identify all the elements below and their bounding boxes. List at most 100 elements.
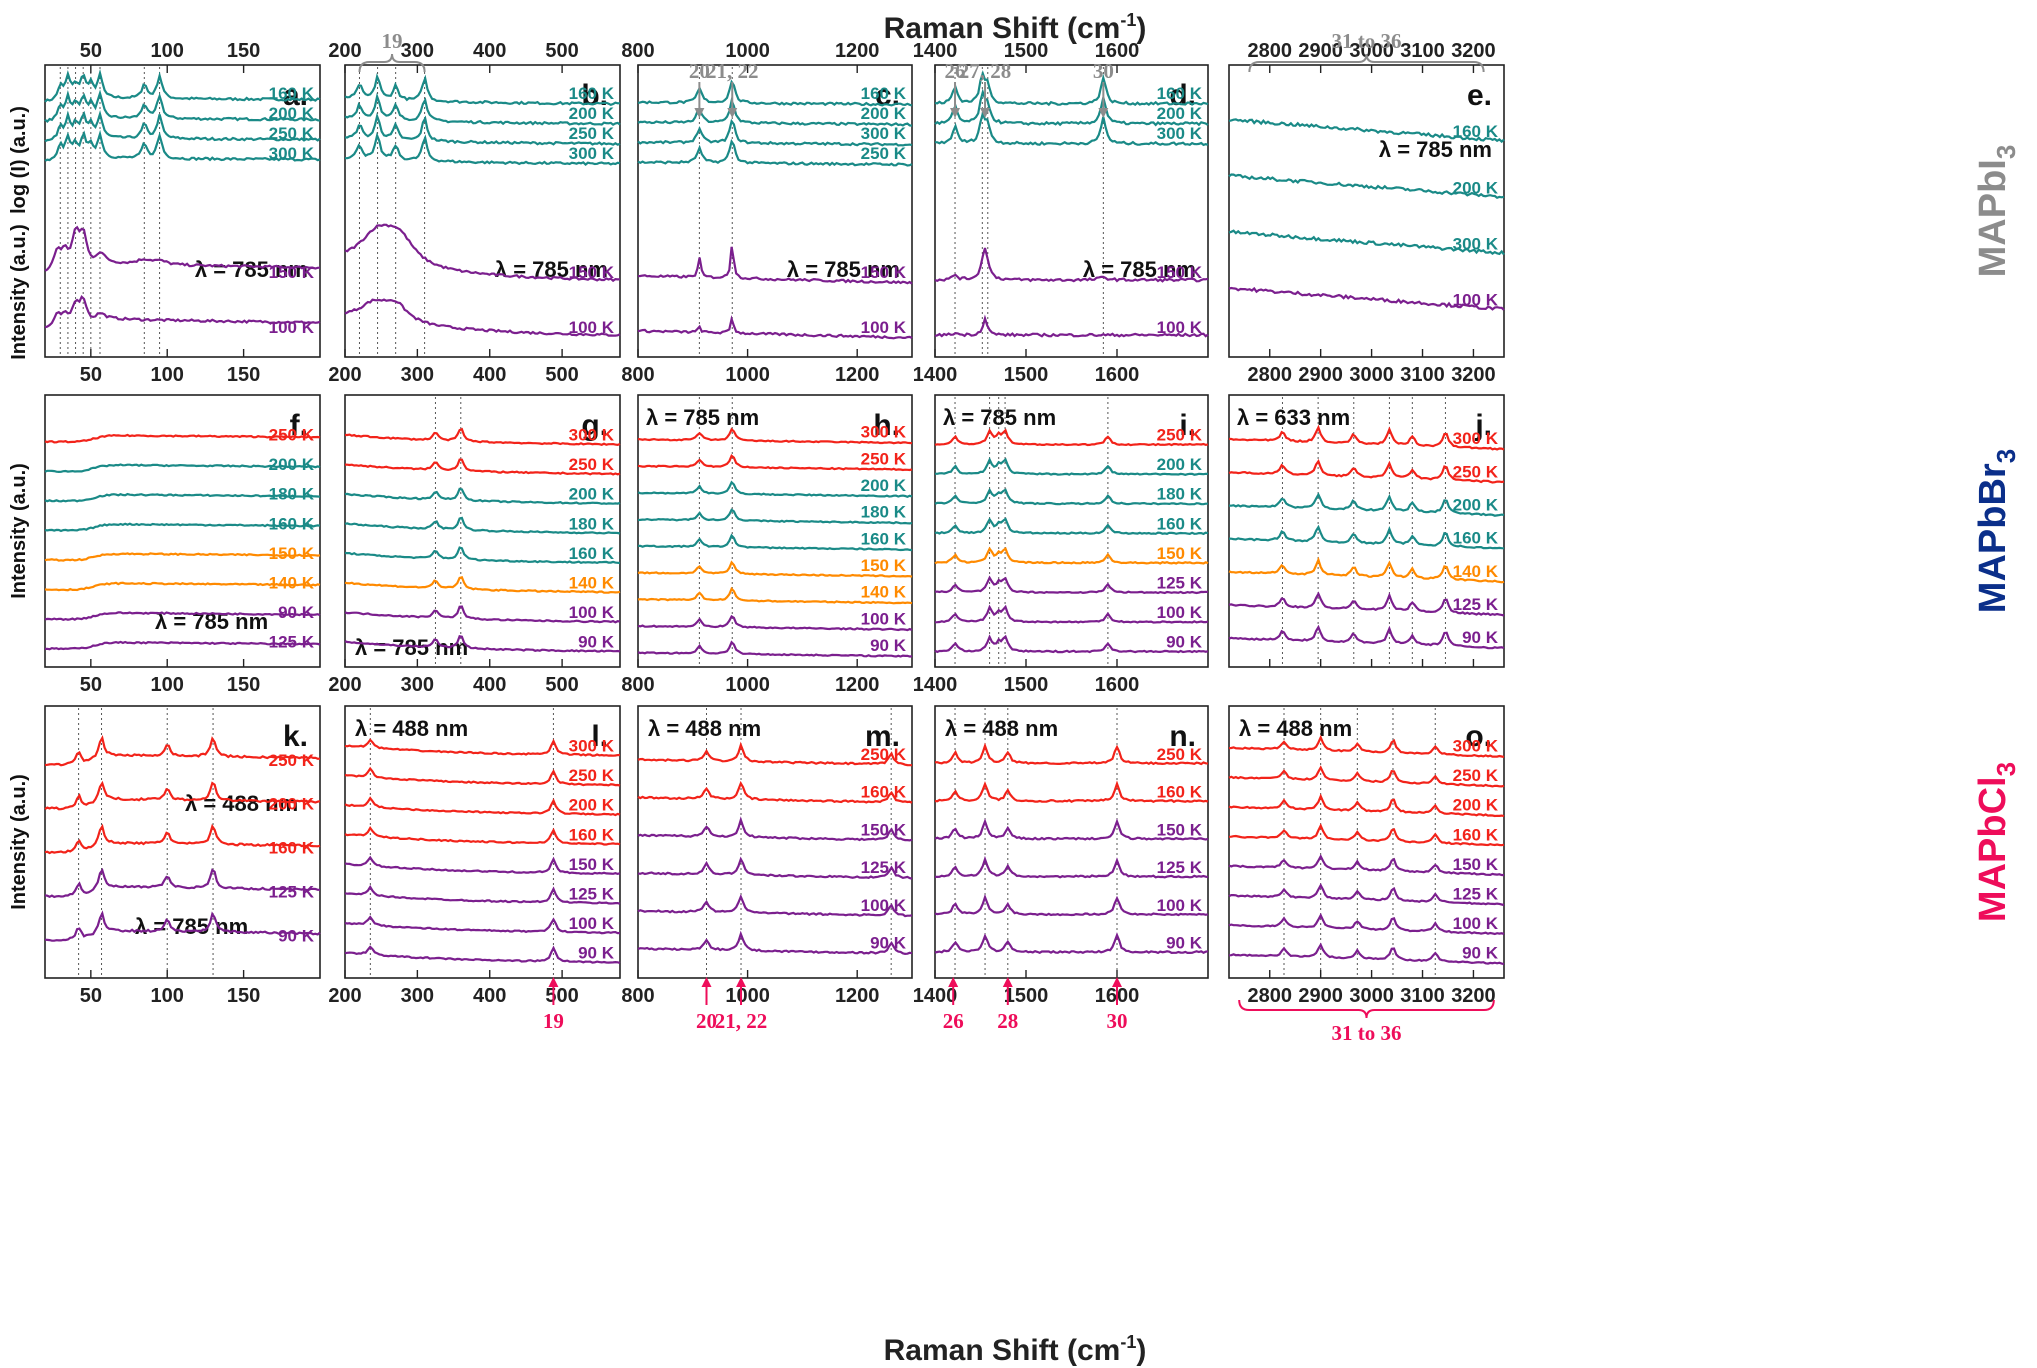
series-line — [934, 546, 1209, 565]
marker-label: 28 — [997, 1009, 1018, 1033]
series-label: 150 K — [1157, 820, 1203, 839]
series-label: 90 K — [870, 636, 907, 655]
series-line — [934, 780, 1209, 804]
series-line — [1228, 492, 1505, 517]
series-label: 100 K — [861, 896, 907, 915]
series-label: 160 K — [1453, 825, 1499, 844]
series-line — [44, 552, 321, 562]
series-line — [44, 463, 321, 474]
series-line — [637, 118, 913, 147]
marker-arrowhead — [980, 108, 991, 118]
panel-frame — [44, 64, 321, 358]
series-label: 100 K — [569, 318, 615, 337]
lambda-annotation: λ = 785 nm — [135, 914, 248, 939]
series-line — [344, 458, 621, 476]
series-line — [344, 915, 621, 935]
series-line — [637, 640, 913, 658]
lambda-annotation: λ = 488 nm — [648, 716, 761, 741]
x-tick-label: 2900 — [1298, 985, 1343, 1007]
series-label: 140 K — [1453, 562, 1499, 581]
lambda-annotation: λ = 785 nm — [787, 257, 900, 282]
series-label: 160 K — [269, 514, 315, 533]
lambda-annotation: λ = 488 nm — [945, 716, 1058, 741]
series-line — [637, 533, 913, 552]
series-label: 180 K — [861, 503, 907, 522]
series-line — [934, 818, 1209, 841]
series-label: 300 K — [1453, 234, 1499, 253]
row-compound-label: MAPbI3 — [1972, 145, 2021, 278]
series-line — [637, 741, 912, 767]
marker-arrowhead — [948, 977, 959, 987]
series-line — [1228, 624, 1505, 650]
panel-o: 2800 2900 3000 3100 3200 o. λ = 488 nm 300 K 250… — [1228, 705, 1505, 1007]
series-label: 150 K — [1157, 544, 1203, 563]
series-line — [344, 487, 621, 505]
x-tick-label: 800 — [621, 674, 654, 696]
x-tick-label-top: 500 — [545, 40, 578, 62]
series-label: 150 K — [269, 544, 315, 563]
series-line — [637, 893, 913, 918]
series-line — [934, 487, 1208, 506]
panel-frame — [1228, 64, 1505, 358]
series-label: 160 K — [1453, 122, 1499, 141]
series-line — [637, 427, 913, 445]
series-label: 250 K — [861, 449, 907, 468]
panel-letter: i. — [1179, 409, 1196, 442]
series-line — [1228, 556, 1505, 584]
x-tick-label: 1600 — [1095, 364, 1140, 386]
x-tick-label: 3000 — [1349, 364, 1394, 386]
series-label: 200 K — [1453, 796, 1499, 815]
series-line — [44, 109, 321, 143]
series-label: 125 K — [269, 633, 315, 652]
series-label: 125 K — [1453, 884, 1499, 903]
series-line — [637, 560, 913, 578]
series-label: 90 K — [278, 603, 315, 622]
series-label: 125 K — [1157, 573, 1203, 592]
series-line — [44, 89, 321, 123]
x-tick-label: 200 — [328, 985, 361, 1007]
series-label: 160 K — [569, 84, 615, 103]
series-line — [44, 225, 321, 272]
series-line — [44, 129, 321, 162]
panel-frame — [637, 705, 913, 979]
marker-label: 21, 22 — [715, 1009, 768, 1033]
marker-label: 30 — [1107, 1009, 1128, 1033]
row-compound-label: MAPbBr3 — [1972, 449, 2021, 613]
marker-brace — [358, 53, 426, 73]
series-line — [44, 910, 321, 942]
panel-frame — [934, 64, 1209, 358]
series-label: 100 K — [1157, 318, 1203, 337]
x-tick-label: 3200 — [1451, 364, 1496, 386]
series-line — [344, 223, 621, 283]
x-tick-label: 1200 — [835, 364, 880, 386]
series-line — [344, 884, 621, 905]
series-line — [934, 517, 1209, 536]
x-tick-label-top: 1500 — [1004, 40, 1049, 62]
series-label: 300 K — [1157, 124, 1203, 143]
marker-label: 26 — [945, 59, 966, 83]
x-tick-label-top: 1400 — [913, 40, 958, 62]
series-line — [1228, 765, 1505, 788]
series-label: 160 K — [1157, 783, 1203, 802]
panel-letter: a. — [283, 79, 308, 112]
series-line — [44, 68, 321, 103]
lambda-annotation: λ = 785 nm — [943, 405, 1056, 430]
series-line — [344, 546, 621, 565]
panel-frame — [637, 64, 913, 358]
series-label: 200 K — [269, 795, 315, 814]
series-label: 100 K — [1453, 914, 1499, 933]
panel-letter: e. — [1467, 79, 1492, 112]
panel-letter: d. — [1169, 79, 1196, 112]
x-tick-label: 1500 — [1004, 364, 1049, 386]
x-tick-label-top: 1000 — [725, 40, 770, 62]
series-label: 125 K — [861, 858, 907, 877]
series-label: 100 K — [861, 318, 907, 337]
series-line — [1228, 793, 1505, 818]
panel-frame — [637, 394, 913, 668]
series-label: 150 K — [861, 263, 907, 282]
marker-label: 31 to 36 — [1332, 1021, 1402, 1045]
series-label: 90 K — [1166, 934, 1203, 953]
marker-arrowhead — [1098, 108, 1109, 118]
